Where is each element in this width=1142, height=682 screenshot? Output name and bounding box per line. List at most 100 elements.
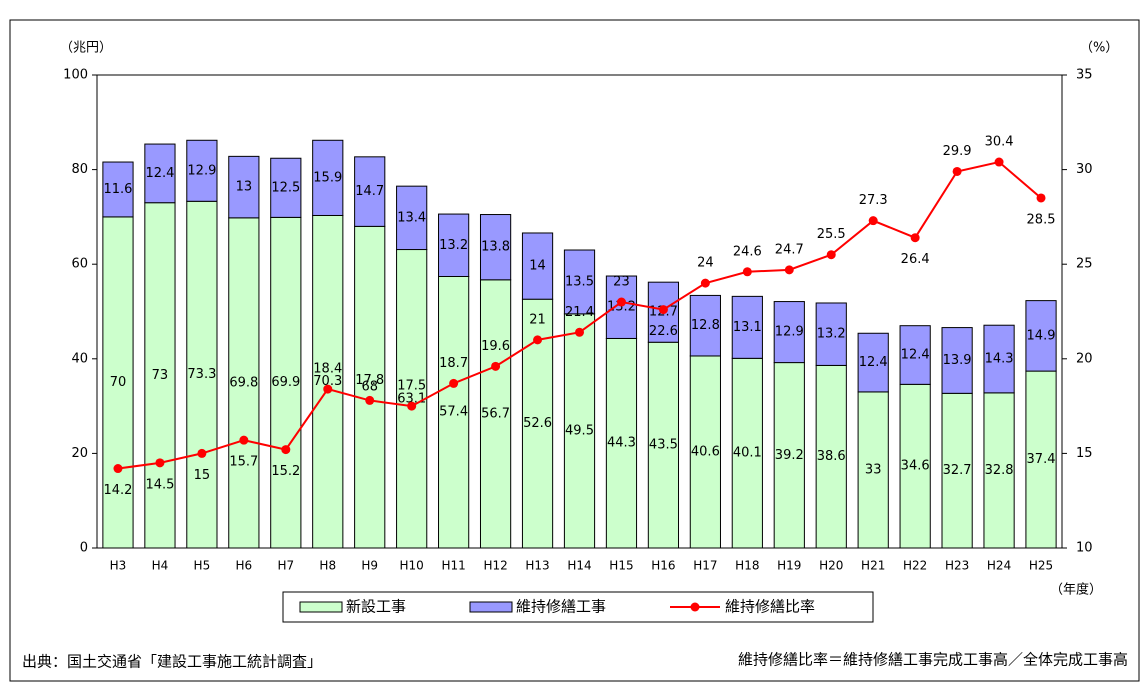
- x-tick-label: H9: [361, 559, 378, 573]
- bar-segment: [312, 139, 344, 216]
- bar-segment: [312, 214, 344, 549]
- ratio-value-label: 21.4: [565, 305, 594, 320]
- ratio-point: [910, 233, 920, 243]
- bar-value-label: 69.8: [229, 375, 258, 390]
- bar-value-label: 13.2: [817, 327, 846, 342]
- bar-segment: [773, 362, 805, 549]
- ratio-value-label: 18.7: [439, 356, 468, 371]
- bar-value-label: 73: [152, 368, 169, 383]
- ratio-point: [239, 435, 249, 445]
- bar-value-label: 14: [529, 259, 546, 274]
- bar-segment: [438, 213, 470, 277]
- ratio-value-label: 18.4: [313, 362, 342, 377]
- bar-segment: [815, 364, 847, 549]
- bar-value-label: 70.3: [313, 374, 342, 389]
- x-tick-label: H6: [236, 559, 253, 573]
- bar-segment: [731, 357, 763, 549]
- bar-value-label: 13.2: [439, 238, 468, 253]
- ratio-value-label: 22.6: [649, 324, 678, 339]
- ratio-point: [449, 378, 459, 388]
- bar-segment: [773, 301, 805, 364]
- bar-segment: [689, 294, 721, 357]
- y-tick-label: 40: [71, 351, 88, 366]
- x-tick-label: H25: [1029, 559, 1053, 573]
- ratio-point: [113, 464, 123, 474]
- x-tick-label: H18: [735, 559, 759, 573]
- bar-value-label: 12.4: [901, 348, 930, 363]
- bar-value-label: 33: [865, 462, 882, 477]
- note: 維持修繕比率＝維持修繕工事完成工事高／全体完成工事高: [738, 651, 1128, 669]
- bar-segment: [479, 214, 512, 281]
- ratio-point: [952, 166, 962, 176]
- ratio-point: [533, 335, 543, 345]
- bar-segment: [731, 295, 763, 359]
- y-tick-label: 80: [71, 162, 88, 177]
- bar-value-label: 12.4: [859, 355, 888, 370]
- x-tick-label: H3: [110, 559, 127, 573]
- bar-segment: [857, 332, 889, 393]
- bar-segment: [521, 232, 554, 300]
- ratio-point: [155, 458, 165, 468]
- ratio-point: [868, 216, 878, 226]
- bar-segment: [144, 143, 176, 204]
- ratio-point: [700, 278, 710, 288]
- bar-segment: [479, 279, 512, 549]
- bar-segment: [228, 217, 260, 549]
- bar-segment: [1025, 370, 1057, 549]
- y-tick-label: 100: [63, 68, 88, 83]
- ratio-point: [491, 361, 501, 371]
- x-axis-label: （年度）: [1050, 582, 1102, 598]
- legend-label: 新設工事: [346, 598, 406, 616]
- bar-value-label: 52.6: [523, 416, 552, 431]
- bar-value-label: 12.5: [271, 180, 300, 195]
- bar-value-label: 34.6: [901, 459, 930, 474]
- y2-tick-label: 20: [1076, 351, 1093, 366]
- legend-swatch: [299, 601, 343, 613]
- bar-value-label: 12.9: [187, 163, 216, 178]
- y2-tick-label: 35: [1076, 68, 1093, 83]
- bar-value-label: 13: [236, 180, 253, 195]
- bar-value-label: 43.5: [649, 438, 678, 453]
- y2-axis-label: （%）: [1080, 41, 1118, 56]
- bar-segment: [899, 325, 931, 385]
- x-tick-label: H15: [609, 559, 633, 573]
- x-tick-label: H21: [861, 559, 885, 573]
- ratio-value-label: 17.5: [397, 379, 426, 394]
- bar-segment: [1025, 300, 1057, 372]
- ratio-value-label: 14.2: [104, 483, 133, 498]
- ratio-point: [281, 445, 291, 455]
- bar-value-label: 13.8: [481, 240, 510, 255]
- ratio-point: [616, 297, 626, 307]
- y-tick-label: 0: [80, 541, 88, 556]
- bar-value-label: 49.5: [565, 423, 594, 438]
- bar-value-label: 40.6: [691, 444, 720, 459]
- source: 出典：国土交通省「建設工事施工統計調査」: [22, 653, 322, 671]
- x-tick-label: H7: [277, 559, 294, 573]
- ratio-value-label: 28.5: [1027, 212, 1056, 227]
- bar-value-label: 13.5: [565, 274, 594, 289]
- bar-value-label: 12.9: [775, 325, 804, 340]
- ratio-point: [575, 327, 584, 337]
- bar-value-label: 69.9: [271, 375, 300, 390]
- ratio-point: [197, 448, 207, 458]
- bar-value-label: 13.9: [943, 353, 972, 368]
- legend-swatch: [469, 601, 513, 613]
- bar-value-label: 39.2: [775, 448, 804, 463]
- x-tick-label: H5: [194, 559, 211, 573]
- bar-segment: [941, 327, 973, 394]
- bar-segment: [270, 157, 302, 218]
- ratio-value-label: 24.6: [733, 244, 762, 259]
- bar-value-label: 15.9: [313, 170, 342, 185]
- bar-value-label: 73.3: [187, 367, 216, 382]
- bar-value-label: 14.9: [1027, 328, 1056, 343]
- bar-value-label: 57.4: [439, 405, 468, 420]
- bar-value-label: 13.4: [397, 210, 426, 225]
- ratio-point: [784, 265, 794, 275]
- bar-value-label: 12.8: [691, 318, 720, 333]
- y-tick-label: 20: [71, 446, 88, 461]
- ratio-value-label: 24: [697, 256, 714, 271]
- x-tick-label: H24: [987, 559, 1011, 573]
- bar-segment: [186, 200, 218, 549]
- bar-value-label: 14.7: [355, 184, 384, 199]
- bar-segment: [354, 156, 386, 227]
